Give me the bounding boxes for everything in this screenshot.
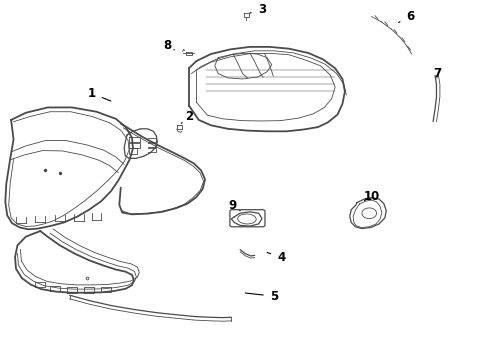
- Text: 7: 7: [433, 67, 441, 80]
- Text: 3: 3: [250, 3, 266, 16]
- Text: 8: 8: [163, 39, 174, 51]
- Text: 5: 5: [245, 290, 278, 303]
- Text: 6: 6: [398, 10, 415, 23]
- Text: 10: 10: [364, 190, 380, 203]
- Text: 9: 9: [229, 199, 240, 212]
- Text: 1: 1: [87, 87, 111, 101]
- Text: 2: 2: [181, 110, 193, 123]
- Text: 4: 4: [267, 251, 286, 264]
